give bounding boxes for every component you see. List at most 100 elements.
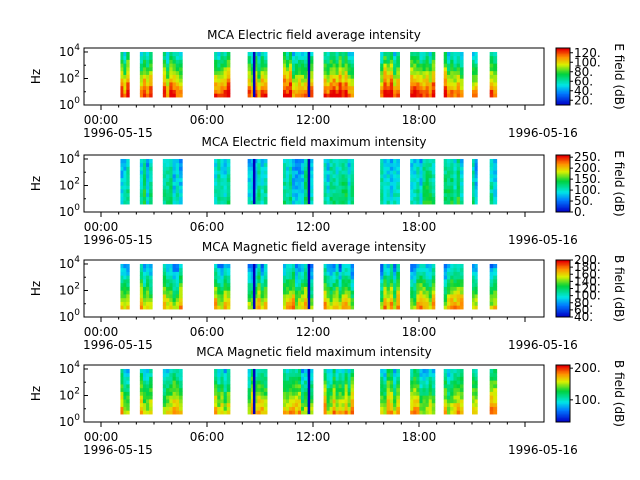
panel-2: MCA Electric field maximum intensity 100 1… [29,135,626,247]
colorbar-tick-label: 40. [574,310,593,324]
colorbar-label: E field (dB) [612,43,626,109]
colorbar-tick-label: 200. [574,361,601,375]
colorbar-tick-label: 200. [574,161,601,175]
spectrogram-block [489,51,498,98]
colorbar: 0.50.100.150.200.250. [555,150,601,219]
spectrogram-stripe [307,368,311,415]
spectrogram-block [162,158,183,205]
spectrogram-block [162,368,183,415]
colorbar: 100. 200. [555,361,601,423]
spectrogram-block [410,158,436,205]
spectrogram-block [139,51,153,98]
colorbar-frame [555,154,571,213]
x-date-label: 1996-05-15 [83,338,153,352]
plot-frame [83,364,545,423]
colorbar-tick-label: 200. [574,253,601,267]
y-tick-label: 102 [59,386,80,402]
x-date-label: 1996-05-15 [83,126,153,140]
y-tick-label: 104 [59,255,80,271]
colorbar: 20.40.60.80.100.120. [555,46,601,107]
y-tick-label: 100 [59,308,80,324]
y-axis-label: Hz [29,69,43,84]
colorbar-tick-label: 140. [574,274,601,288]
y-axis-label: Hz [29,386,43,401]
spectrogram-stripe [307,263,311,310]
colorbar-tick-label: 60. [574,74,593,88]
spectrogram-block [323,51,355,98]
spectrogram-block [214,51,231,98]
spectrogram-block [472,263,478,310]
x-tick-label: 18:00 [402,430,437,444]
plot-frame [83,154,545,213]
x-tick-label: 12:00 [296,430,331,444]
spectrogram-block [489,263,498,310]
y-tick-label: 102 [59,281,80,297]
colorbar-frame [555,364,571,423]
y-axis-label: Hz [29,176,43,191]
colorbar-tick-label: 100. [574,55,601,69]
plot-frame [83,259,545,318]
colorbar-tick-label: 80. [574,65,593,79]
y-tick-label: 100 [59,203,80,219]
spectrogram-block [247,51,268,98]
spectrogram-block [410,263,436,310]
spectrogram-stripe [252,368,256,415]
spectrogram-block [380,368,400,415]
colorbar-tick-label: 120. [574,46,601,60]
colorbar-tick-label: 180. [574,260,601,274]
y-tick-label: 100 [59,413,80,429]
x-date-label: 1996-05-16 [508,233,578,247]
x-date-label: 1996-05-16 [508,126,578,140]
spectrogram-block [139,263,153,310]
spectrogram-block [282,263,314,310]
spectrogram-block [380,158,400,205]
colorbar: 40.60.80.100.120.140.160.180.200. [555,253,601,324]
colorbar-tick-label: 20. [574,93,593,107]
x-tick-label: 12:00 [296,325,331,339]
x-tick-label: 06:00 [190,113,225,127]
spectrogram-block [247,263,268,310]
colorbar-tick-label: 150. [574,172,601,186]
y-tick-label: 102 [59,69,80,85]
panel-title: MCA Electric field average intensity [207,28,421,42]
y-tick-label: 102 [59,176,80,192]
colorbar-tick-label: 40. [574,84,593,98]
spectrogram-block [472,158,478,205]
spectrogram-stripe [252,158,256,205]
x-tick-label: 00:00 [84,220,119,234]
spectrogram-block [472,368,478,415]
spectrogram-block [472,51,478,98]
spectrogram-block [120,263,130,310]
x-tick-label: 12:00 [296,113,331,127]
spectrogram-block [410,368,436,415]
x-tick-label: 06:00 [190,325,225,339]
spectrogram-block [139,158,153,205]
spectrogram-block [410,51,436,98]
colorbar-tick-label: 250. [574,150,601,164]
colorbar-tick-label: 0. [574,205,585,219]
x-tick-label: 18:00 [402,113,437,127]
panel-title: MCA Electric field maximum intensity [201,135,426,149]
x-date-label: 1996-05-16 [508,443,578,457]
spectrogram-block [443,368,464,415]
panel-title: MCA Magnetic field maximum intensity [196,345,432,359]
x-tick-label: 00:00 [84,430,119,444]
spectrogram-block [380,51,400,98]
x-tick-label: 18:00 [402,325,437,339]
spectrogram-block [120,368,130,415]
spectrogram-block [489,158,498,205]
spectrogram-block [214,263,231,310]
spectrogram-block [162,51,183,98]
spectrogram-block [247,158,268,205]
x-tick-label: 06:00 [190,430,225,444]
x-tick-label: 00:00 [84,325,119,339]
x-date-label: 1996-05-15 [83,443,153,457]
spectrogram-stripe [307,158,311,205]
spectrogram-block [139,368,153,415]
colorbar-label: B field (dB) [612,255,626,322]
colorbar-tick-label: 160. [574,267,601,281]
x-tick-label: 12:00 [296,220,331,234]
spectrogram-block [489,368,498,415]
colorbar-frame [555,47,571,106]
y-tick-label: 100 [59,96,80,112]
